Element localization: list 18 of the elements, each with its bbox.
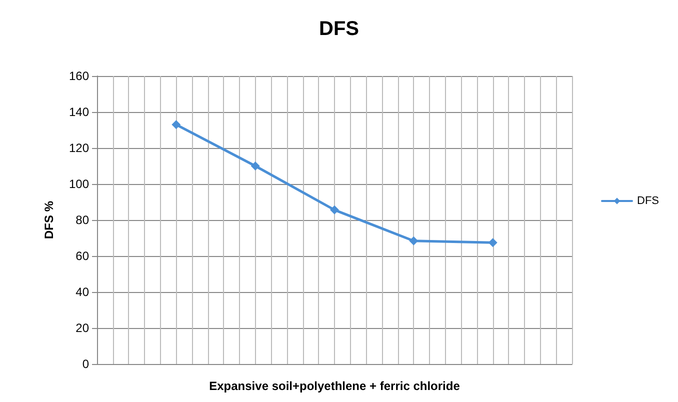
point <box>488 238 498 248</box>
x-axis-title: Expansive soil+polyethlene + ferric chloride <box>209 379 460 393</box>
point <box>409 236 418 246</box>
point <box>250 162 260 170</box>
y-tick-label: 60 <box>76 249 90 263</box>
legend-label: DFS <box>637 195 659 207</box>
point <box>330 205 339 214</box>
y-tick-label: 40 <box>76 285 90 299</box>
y-axis-title: DFS % <box>42 200 56 240</box>
y-tick-label: 140 <box>68 105 90 119</box>
chart-title: DFS <box>319 18 359 40</box>
y-tick-label: 120 <box>68 141 90 155</box>
y-tick-label: 80 <box>76 213 90 227</box>
y-tick-label: 20 <box>76 321 90 335</box>
y-tick-label: 0 <box>82 357 90 371</box>
y-tick-label: 160 <box>68 69 90 83</box>
y-tick-label: 100 <box>68 177 90 191</box>
point <box>172 120 181 130</box>
